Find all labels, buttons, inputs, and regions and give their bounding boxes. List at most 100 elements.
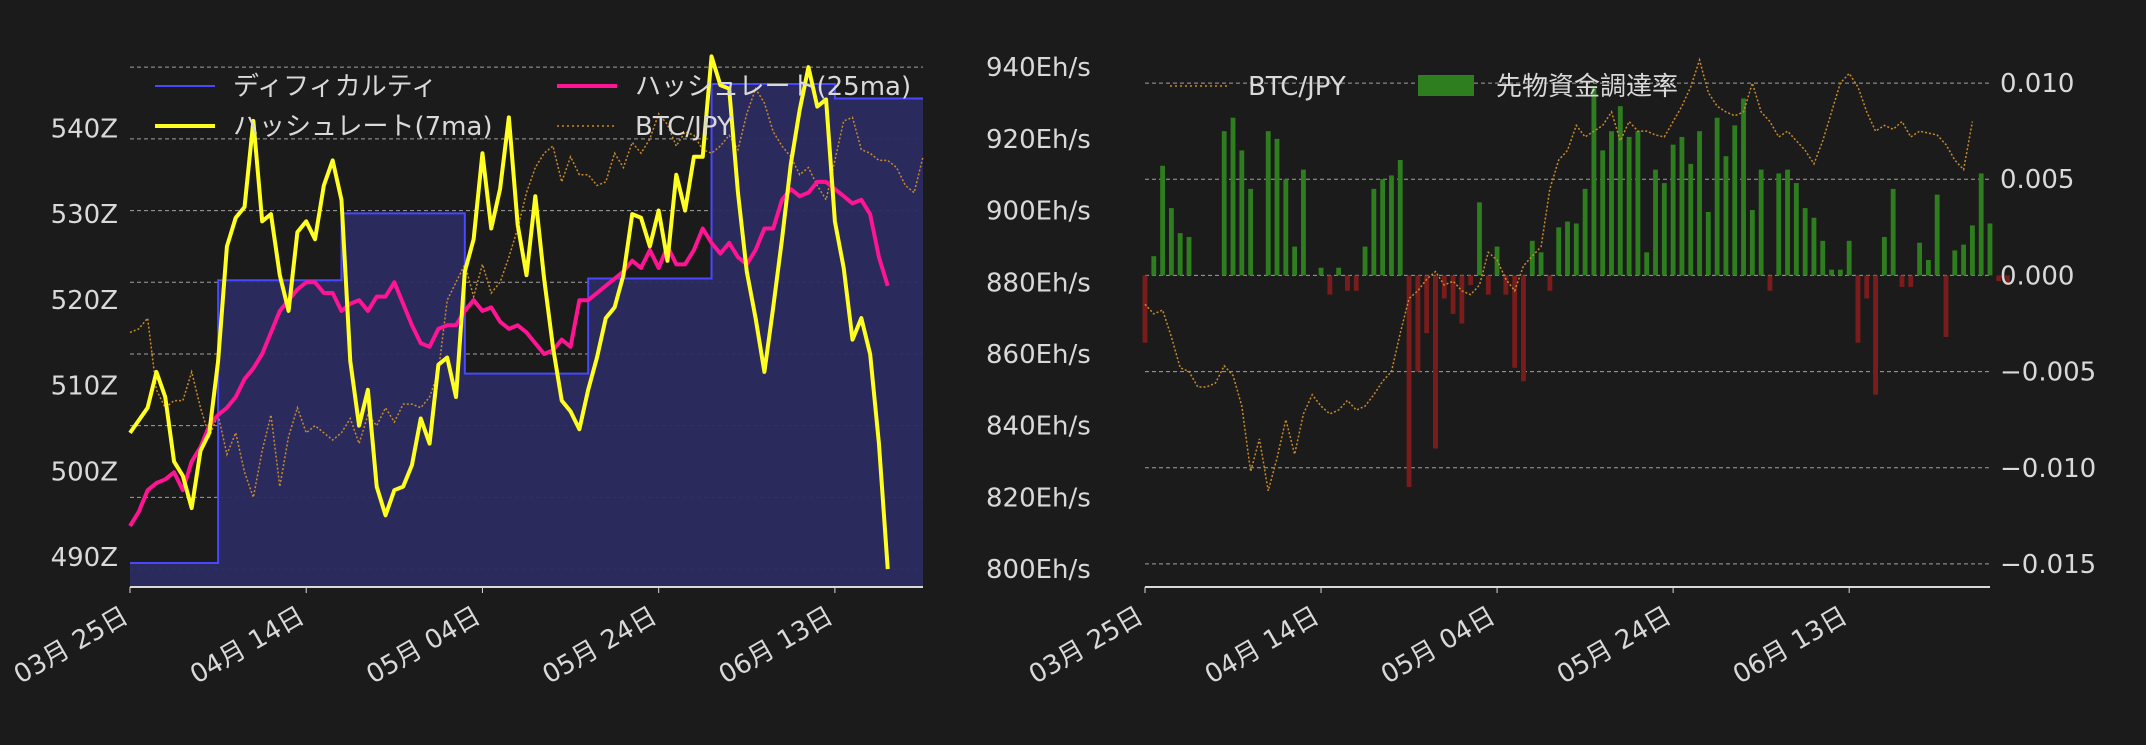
funding-bar-29 [1441,275,1447,299]
funding-bar-25 [1406,275,1412,487]
funding-bar-74 [1837,269,1843,276]
funding-bar-53 [1653,169,1658,276]
funding-bar-15 [1318,267,1324,276]
funding-bar-83 [1917,242,1923,276]
left-secondary-y-tick-6: 920Eh/s [986,125,1091,155]
funding-bar-19 [1353,275,1359,291]
funding-bar-18 [1345,275,1350,291]
funding-bar-66 [1767,275,1773,291]
funding-bar-44 [1573,223,1579,276]
funding-bar-42 [1556,227,1562,276]
funding-bar-69 [1793,183,1799,276]
funding-bar-12 [1283,179,1289,276]
funding-bar-0 [1142,275,1148,343]
funding-bar-68 [1785,169,1790,276]
funding-bar-1 [1151,256,1157,276]
left-y-tick-0: 490Z [51,543,118,573]
funding-bar-21 [1371,188,1377,276]
funding-bar-75 [1846,240,1852,276]
funding-bar-11 [1274,138,1280,276]
funding-bar-79 [1881,236,1887,276]
funding-bar-64 [1749,210,1755,276]
funding-bar-20 [1362,246,1368,276]
funding-bar-16 [1327,275,1333,295]
funding-bar-89 [1969,225,1975,276]
right-y-tick-0: 0.010 [2000,69,2074,99]
funding-bar-2 [1160,165,1166,276]
funding-bar-84 [1925,260,1931,276]
right-y-tick-3: −0.005 [2000,358,2096,388]
funding-bar-23 [1389,175,1394,276]
funding-bar-4 [1177,233,1183,276]
right-y-tick-4: −0.010 [2000,454,2096,484]
hashrate-7ma-line [128,54,890,570]
left-legend: ディフィカルティ ハッシュレート(7ma) ハッシュレート(25ma) BTC/… [155,72,911,142]
left-secondary-y-tick-3: 860Eh/s [986,340,1091,370]
left-secondary-y-tick-7: 940Eh/s [986,53,1091,83]
left-y-axis-ticks: 490Z 500Z 510Z 520Z 530Z 540Z [51,115,118,573]
funding-bar-9 [1248,188,1254,276]
funding-bar-67 [1776,173,1782,276]
left-secondary-y-tick-0: 800Eh/s [986,555,1091,585]
funding-bar-3 [1168,208,1174,276]
legend-label-hashrate25: ハッシュレート(25ma) [635,72,911,102]
funding-bar-58 [1697,131,1702,276]
funding-bar-54 [1661,183,1667,276]
funding-bar-92 [1996,275,2002,282]
right-legend: BTC/JPY 先物資金調達率 [1170,72,1678,102]
funding-bar-39 [1529,240,1535,276]
funding-bar-6 [1221,131,1227,276]
right-y-tick-2: 0.000 [2000,261,2074,291]
difficulty-series [130,82,923,587]
funding-bar-73 [1829,269,1834,276]
funding-bar-10 [1265,131,1271,276]
left-y-tick-4: 530Z [51,200,118,230]
legend-label-btc-right: BTC/JPY [1248,72,1346,102]
funding-bar-72 [1820,240,1826,276]
funding-bar-52 [1644,252,1650,276]
legend-label-difficulty: ディフィカルティ [233,72,437,102]
funding-bar-34 [1485,275,1491,295]
legend-swatch-funding [1418,75,1474,96]
left-y-tick-3: 520Z [51,286,118,316]
btc-jpy-line-right [1144,57,1974,492]
funding-bar-82 [1908,275,1914,287]
funding-bar-76 [1855,275,1861,343]
funding-bar-27 [1424,275,1430,334]
funding-bar-91 [1987,223,1993,276]
funding-bar-37 [1512,275,1518,368]
funding-bar-7 [1230,117,1236,276]
funding-bar-31 [1459,275,1465,324]
funding-bar-70 [1802,208,1808,276]
legend-label-hashrate7: ハッシュレート(7ma) [233,112,493,142]
right-y-axis-ticks: 0.010 0.005 0.000 −0.005 −0.010 −0.015 [2000,69,2096,580]
hashrate-25ma-series [128,179,890,528]
funding-bar-88 [1961,244,1967,276]
funding-bar-81 [1899,275,1905,287]
left-secondary-y-tick-5: 900Eh/s [986,197,1091,227]
funding-bar-8 [1239,150,1245,276]
funding-bar-26 [1415,275,1421,372]
funding-bar-47 [1600,150,1606,276]
funding-bar-41 [1547,275,1553,291]
left-y-tick-2: 510Z [51,372,118,402]
funding-bar-43 [1565,221,1570,276]
funding-bar-36 [1503,275,1509,295]
funding-bar-13 [1292,246,1298,276]
funding-bar-45 [1582,188,1588,276]
funding-bar-28 [1433,275,1438,449]
funding-bar-51 [1635,131,1641,276]
funding-bar-24 [1397,160,1403,276]
hashrate-25ma-line [128,179,890,528]
funding-bar-38 [1521,275,1526,382]
funding-bar-65 [1758,169,1764,276]
funding-bar-80 [1890,188,1896,276]
funding-bar-40 [1538,252,1544,276]
funding-bar-77 [1864,275,1870,299]
funding-bar-5 [1186,236,1192,276]
funding-bar-14 [1301,169,1306,276]
right-y-tick-5: −0.015 [2000,550,2096,580]
funding-bar-86 [1943,275,1949,337]
